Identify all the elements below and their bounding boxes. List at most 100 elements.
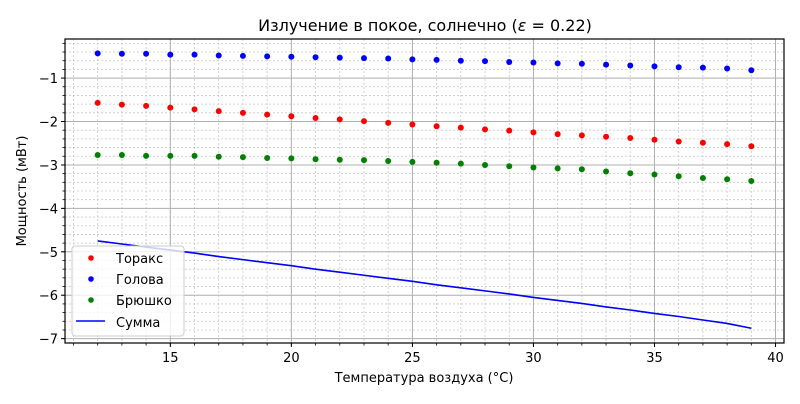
- data-point: [385, 158, 392, 165]
- legend-box: [71, 245, 185, 337]
- data-point: [239, 109, 246, 116]
- data-point: [627, 62, 634, 69]
- x-axis-ticks: 15 20 25 30 35 40: [73, 343, 784, 366]
- x-tick-label: 20: [283, 351, 300, 366]
- data-point: [603, 61, 610, 68]
- data-point: [627, 135, 634, 142]
- data-point: [288, 155, 295, 162]
- data-point: [675, 138, 682, 145]
- data-point: [651, 63, 658, 70]
- data-point: [167, 152, 174, 159]
- chart-title: Излучение в покое, солнечно (ε = 0.22): [258, 16, 592, 35]
- green-dot-marker-icon: [88, 297, 94, 303]
- data-point: [167, 104, 174, 111]
- series-Сумма: [97, 240, 752, 330]
- data-point: [239, 154, 246, 161]
- data-point: [143, 152, 150, 159]
- data-point: [360, 55, 367, 62]
- data-point: [603, 133, 610, 140]
- data-point: [143, 102, 150, 109]
- red-dot-marker-icon: [88, 255, 94, 261]
- plot-series: [94, 50, 755, 330]
- data-point: [264, 111, 271, 118]
- data-point: [143, 50, 150, 57]
- svg-text:Торакс: Торакс: [115, 252, 163, 267]
- y-tick-label: −1: [39, 72, 58, 87]
- data-point: [603, 168, 610, 175]
- data-point: [191, 51, 198, 58]
- data-point: [409, 158, 416, 165]
- y-tick-label: −7: [39, 333, 58, 348]
- data-point: [482, 161, 489, 168]
- data-point: [554, 131, 561, 138]
- data-point: [288, 113, 295, 120]
- data-point: [191, 152, 198, 159]
- data-point: [118, 101, 125, 108]
- data-point: [336, 156, 343, 163]
- x-tick-label: 25: [404, 351, 421, 366]
- data-point: [433, 56, 440, 63]
- data-point: [506, 127, 513, 134]
- data-point: [264, 53, 271, 60]
- data-point: [554, 165, 561, 172]
- data-point: [94, 151, 101, 158]
- data-point: [433, 159, 440, 166]
- data-point: [748, 143, 755, 150]
- data-point: [724, 141, 731, 148]
- legend-item-abdomen: Брюшко: [88, 294, 172, 309]
- data-point: [385, 119, 392, 126]
- y-tick-label: −5: [39, 246, 58, 261]
- data-point: [699, 64, 706, 71]
- series-Голова: [94, 50, 755, 74]
- data-point: [530, 59, 537, 66]
- y-tick-label: −3: [39, 159, 58, 174]
- data-point: [530, 129, 537, 136]
- data-point: [748, 67, 755, 74]
- data-point: [699, 174, 706, 181]
- data-point: [578, 132, 585, 139]
- data-point: [360, 157, 367, 164]
- x-tick-label: 30: [525, 351, 542, 366]
- x-tick-label: 15: [162, 351, 179, 366]
- data-point: [409, 56, 416, 63]
- data-point: [215, 108, 222, 115]
- data-point: [554, 60, 561, 67]
- data-point: [94, 99, 101, 106]
- data-point: [651, 136, 658, 143]
- data-point: [191, 106, 198, 113]
- svg-text:Брюшко: Брюшко: [116, 294, 172, 309]
- data-point: [699, 139, 706, 146]
- data-point: [167, 51, 174, 58]
- data-point: [288, 53, 295, 60]
- data-point: [457, 160, 464, 167]
- y-tick-label: −4: [39, 202, 58, 217]
- x-tick-label: 35: [646, 351, 663, 366]
- legend-item-sum: Сумма: [76, 316, 160, 331]
- data-point: [264, 154, 271, 161]
- legend-item-head: Голова: [88, 273, 164, 288]
- data-point: [457, 124, 464, 131]
- data-point: [409, 121, 416, 128]
- data-point: [675, 173, 682, 180]
- data-point: [457, 57, 464, 64]
- legend: Торакс Голова Брюшко Сумма: [71, 245, 185, 337]
- data-point: [724, 176, 731, 183]
- data-point: [215, 52, 222, 59]
- data-point: [312, 54, 319, 61]
- x-tick-label: 40: [767, 351, 784, 366]
- data-point: [506, 59, 513, 66]
- data-point: [312, 156, 319, 163]
- data-point: [336, 54, 343, 61]
- svg-text:Сумма: Сумма: [116, 316, 160, 331]
- data-point: [627, 170, 634, 177]
- y-axis-ticks: −1 −2 −3 −4 −5 −6 −7: [39, 42, 65, 348]
- x-axis-label: Температура воздуха (°C): [334, 371, 514, 386]
- data-point: [312, 115, 319, 122]
- data-point: [482, 58, 489, 65]
- data-point: [118, 151, 125, 158]
- data-point: [118, 50, 125, 57]
- svg-text:Голова: Голова: [116, 273, 164, 288]
- data-point: [506, 163, 513, 170]
